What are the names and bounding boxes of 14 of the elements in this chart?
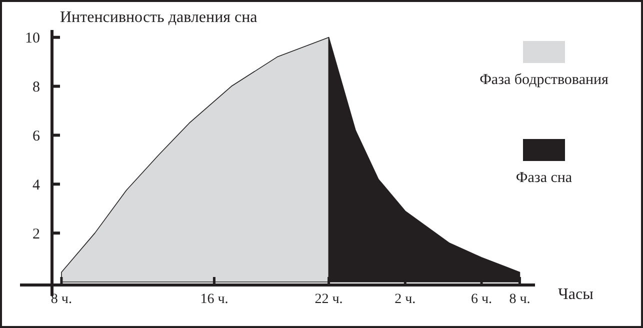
x-tick-label: 22 ч.	[314, 292, 343, 307]
x-tick-label: 8 ч.	[509, 292, 530, 307]
y-tick-label: 10	[25, 30, 40, 47]
x-tick-label: 2 ч.	[394, 292, 416, 307]
x-tick-label: 6 ч.	[471, 292, 492, 307]
y-tick-label: 8	[32, 80, 40, 96]
x-tick-label: 16 ч.	[200, 292, 228, 307]
y-tick-label: 2	[32, 226, 40, 242]
x-axis-title: Часы	[558, 286, 594, 303]
y-axis-title: Интенсивность давления сна	[60, 9, 258, 26]
y-tick-label: 4	[32, 177, 40, 194]
legend-label: Фаза бодрствования	[480, 72, 609, 88]
legend-label: Фаза сна	[516, 170, 572, 186]
y-tick-label: 6	[32, 128, 40, 144]
